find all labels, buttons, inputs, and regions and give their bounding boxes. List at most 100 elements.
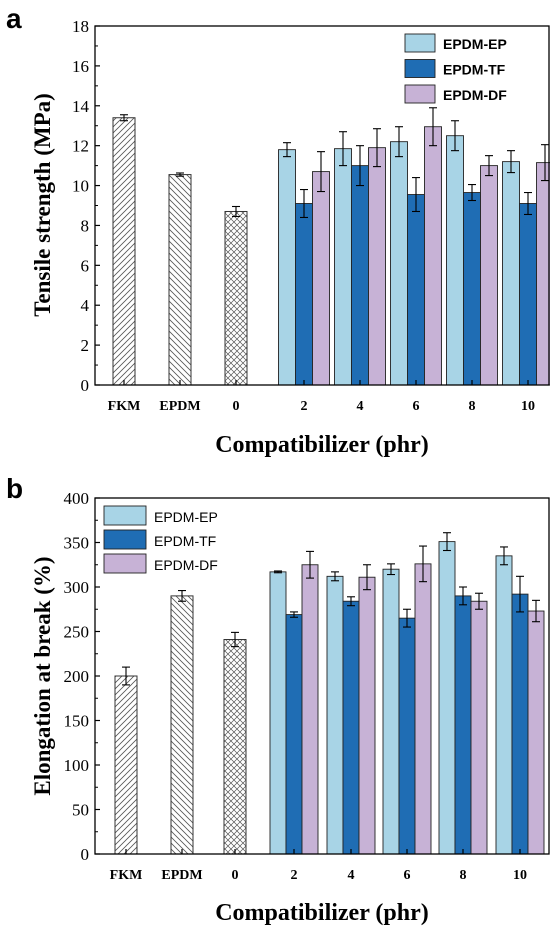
x-tick-label: 0 <box>232 868 239 883</box>
y-tick-label: 2 <box>81 336 90 355</box>
y-tick-label: 250 <box>64 623 90 642</box>
bar-epdm-tf-6 <box>398 617 416 855</box>
bar-epdm-tf-8 <box>454 595 472 855</box>
panel-b: b 0 50 100 150 200 250 300 350 400 FKM EPDM 0 2 4 6 8 1… <box>6 473 550 926</box>
bar-epdm-df-10 <box>536 162 550 386</box>
y-axis-title: Tensile strength (MPa) <box>30 93 55 317</box>
x-axis-title: Compatibilizer (phr) <box>215 900 429 926</box>
bar-epdm-df-4 <box>358 576 376 855</box>
plot-frame <box>94 497 550 855</box>
bar-epdm-tf-4 <box>351 165 369 386</box>
bar-epdm-tf-2 <box>295 203 313 386</box>
x-tick-label: 8 <box>469 399 476 414</box>
bar-epdm-ep-10 <box>495 555 513 855</box>
bar-epdm-ep-6 <box>390 141 408 386</box>
panel-a: a 0 2 4 6 8 10 12 14 16 18 FKM EPDM 0 2 4 6 8 10 EPDM-EP… <box>6 3 550 458</box>
panel-label: a <box>6 3 22 34</box>
x-tick-label: 4 <box>348 868 355 883</box>
bar-fkm <box>114 675 138 855</box>
x-tick-label: 10 <box>513 868 527 883</box>
y-tick-label: 6 <box>81 256 90 275</box>
bar-fkm <box>112 117 136 386</box>
x-tick-label: EPDM <box>161 868 202 883</box>
x-axis: FKM EPDM 0 2 4 6 8 10 <box>110 849 527 883</box>
x-tick-label: FKM <box>108 399 141 414</box>
y-tick-label: 10 <box>72 177 89 196</box>
y-axis: 0 2 4 6 8 10 12 14 16 18 <box>72 17 100 395</box>
legend-swatch <box>404 84 436 104</box>
y-tick-label: 50 <box>72 801 89 820</box>
bar-epdm-df-6 <box>414 563 432 855</box>
legend-swatch <box>103 553 147 574</box>
y-tick-label: 0 <box>81 845 90 864</box>
x-tick-label: 10 <box>521 399 535 414</box>
legend-label: EPDM-DF <box>154 557 218 573</box>
y-tick-label: 150 <box>64 712 90 731</box>
bar-epdm-ep-6 <box>382 568 400 855</box>
legend-label: EPDM-EP <box>154 509 218 525</box>
panel-label: b <box>6 473 23 504</box>
bar-epdm <box>170 595 194 855</box>
bar-epdm-ep-4 <box>334 148 352 386</box>
bar-epdm-ep-10 <box>502 161 520 386</box>
bar-epdm-tf-8 <box>463 192 481 386</box>
y-tick-label: 8 <box>81 216 90 235</box>
bar-epdm-df-4 <box>368 147 386 386</box>
x-axis: FKM EPDM 0 2 4 6 8 10 <box>108 380 535 414</box>
bar-epdm-tf-10 <box>511 593 529 855</box>
bar-epdm-tf-2 <box>285 614 303 855</box>
legend-label: EPDM-TF <box>154 533 216 549</box>
bar-epdm-ep-2 <box>269 571 287 855</box>
legend: EPDM-EP EPDM-TF EPDM-DF <box>103 505 218 574</box>
x-tick-label: 6 <box>413 399 420 414</box>
legend-swatch <box>103 505 147 526</box>
bar-epdm-tf-4 <box>342 600 360 855</box>
bar-epdm-ep-4 <box>326 575 344 855</box>
x-tick-label: 2 <box>301 399 308 414</box>
x-axis-title: Compatibilizer (phr) <box>215 432 429 458</box>
x-tick-label: EPDM <box>159 399 200 414</box>
bar-epdm-df-2 <box>301 564 319 855</box>
bar-epdm-df-8 <box>480 165 498 386</box>
legend-swatch <box>404 33 436 53</box>
legend-label: EPDM-TF <box>443 62 506 78</box>
y-tick-label: 100 <box>64 756 90 775</box>
plot-frame <box>94 25 550 386</box>
y-tick-label: 300 <box>64 578 90 597</box>
bar-0 <box>224 210 248 386</box>
y-tick-label: 12 <box>72 137 89 156</box>
bar-epdm <box>168 174 192 386</box>
legend: EPDM-EP EPDM-TF EPDM-DF <box>404 33 507 104</box>
bar-epdm-ep-2 <box>278 149 296 386</box>
y-tick-label: 200 <box>64 667 90 686</box>
plot-area <box>114 532 545 855</box>
bar-epdm-ep-8 <box>446 135 464 386</box>
bar-epdm-df-2 <box>312 171 330 386</box>
y-tick-label: 18 <box>72 17 89 36</box>
y-axis-title: Elongation at break (%) <box>30 556 55 795</box>
plot-area <box>112 107 550 386</box>
y-axis: 0 50 100 150 200 250 300 350 400 <box>64 489 100 864</box>
bar-epdm-tf-10 <box>519 203 537 386</box>
bar-epdm-df-8 <box>470 600 488 855</box>
bar-epdm-tf-6 <box>407 194 425 386</box>
x-tick-label: 0 <box>233 399 240 414</box>
bar-0 <box>223 639 247 855</box>
legend-swatch <box>404 59 436 78</box>
x-tick-label: 8 <box>460 868 467 883</box>
legend-swatch <box>103 529 147 550</box>
x-tick-label: FKM <box>110 868 143 883</box>
y-tick-label: 350 <box>64 534 90 553</box>
y-tick-label: 400 <box>64 489 90 508</box>
y-tick-label: 16 <box>72 57 89 76</box>
y-tick-label: 4 <box>81 296 90 315</box>
bar-epdm-df-10 <box>527 610 545 855</box>
bar-epdm-df-6 <box>424 126 442 386</box>
y-tick-label: 14 <box>72 97 90 116</box>
bar-epdm-ep-8 <box>438 541 456 855</box>
x-tick-label: 2 <box>291 868 298 883</box>
x-tick-label: 4 <box>357 399 364 414</box>
legend-label: EPDM-DF <box>443 87 507 103</box>
x-tick-label: 6 <box>404 868 411 883</box>
